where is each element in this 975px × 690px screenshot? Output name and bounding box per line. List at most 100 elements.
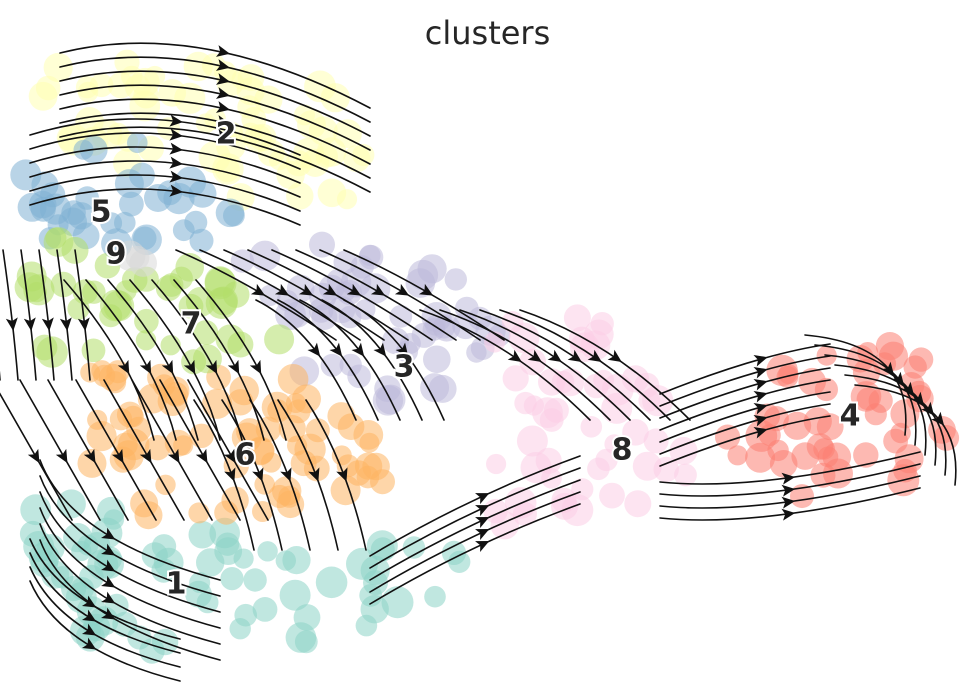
cluster-label-5: 5 xyxy=(91,195,112,230)
cluster-8-point xyxy=(519,348,547,376)
streamline-arrowhead xyxy=(83,448,96,464)
cluster-7-point xyxy=(264,324,295,355)
velocity-streamline xyxy=(59,112,371,179)
streamline-arrowhead xyxy=(81,609,97,622)
streamline-arrowhead xyxy=(215,73,230,85)
cluster-8-point xyxy=(590,312,614,336)
streamline-arrowhead xyxy=(77,317,90,331)
streamline-arrowhead xyxy=(0,317,1,331)
cluster-8-point xyxy=(516,425,548,457)
streamline-arrowhead xyxy=(781,508,796,521)
velocity-streamline xyxy=(129,279,221,441)
cluster-6-point xyxy=(221,486,249,514)
velocity-streamline xyxy=(299,299,401,421)
cluster-6-point xyxy=(359,432,380,453)
cluster-2-point xyxy=(133,82,159,109)
velocity-streamline xyxy=(255,299,357,421)
cluster-1-point xyxy=(220,567,244,591)
cluster-7-point xyxy=(81,338,106,363)
cluster-5-point xyxy=(189,228,214,253)
velocity-streamline xyxy=(271,249,433,341)
cluster-3-point xyxy=(347,364,371,389)
velocity-streamline xyxy=(0,392,73,521)
cluster-label-9: 9 xyxy=(106,237,127,272)
cluster-1-point xyxy=(233,548,254,569)
cluster-6-point xyxy=(86,421,117,452)
cluster-3-point xyxy=(428,374,457,403)
velocity-streamline xyxy=(305,399,367,551)
cluster-4-point xyxy=(853,442,879,468)
cluster-2-point xyxy=(216,69,244,97)
cluster-5-point xyxy=(144,184,172,212)
cluster-1-point xyxy=(285,622,317,653)
velocity-streamline xyxy=(369,479,581,581)
cluster-8-point xyxy=(563,304,591,332)
streamline-arrowhead xyxy=(394,283,410,296)
cluster-6-point xyxy=(254,474,275,495)
streamline-arrowhead xyxy=(169,184,183,197)
cluster-2-point xyxy=(333,119,362,148)
velocity-streamline xyxy=(459,309,631,421)
cluster-1-point xyxy=(196,548,225,577)
cluster-2-point xyxy=(158,79,187,107)
streamline-arrowhead xyxy=(169,114,183,127)
streamline-arrowhead xyxy=(101,559,116,572)
velocity-streamline xyxy=(295,249,457,341)
cluster-1-point xyxy=(355,614,378,637)
cluster-4-point xyxy=(875,332,905,361)
cluster-1-point xyxy=(252,597,278,622)
velocity-streamline xyxy=(107,279,199,441)
streamline-arrowhead xyxy=(329,342,343,357)
streamline-arrowhead xyxy=(101,575,116,588)
streamline-arrowhead xyxy=(274,283,290,296)
streamline-arrowhead xyxy=(753,402,768,415)
streamline-arrowhead xyxy=(931,411,945,426)
streamline-arrowhead xyxy=(215,59,230,71)
velocity-streamline xyxy=(221,399,283,551)
cluster-1-point xyxy=(315,566,348,599)
cluster-8-point xyxy=(595,448,618,472)
velocity-streamline xyxy=(29,118,301,156)
velocity-streamlines xyxy=(0,42,957,682)
streamline-arrowhead xyxy=(101,591,116,604)
velocity-streamline xyxy=(369,503,581,605)
cluster-3-point xyxy=(444,268,467,291)
velocity-streamline xyxy=(659,355,831,407)
velocity-streamline xyxy=(173,279,265,441)
cluster-2-point xyxy=(286,182,314,210)
streamline-arrowhead xyxy=(183,359,196,375)
cluster-8-point xyxy=(622,419,649,446)
cluster-4-point xyxy=(790,484,814,509)
velocity-streamline xyxy=(74,249,91,381)
cluster-1-point xyxy=(279,579,311,611)
cluster-7-point xyxy=(227,331,254,358)
velocity-streamline xyxy=(499,309,671,421)
cluster-5-point xyxy=(118,191,144,217)
velocity-streamline xyxy=(814,344,917,446)
streamline-arrowhead xyxy=(167,448,180,464)
streamline-arrowhead xyxy=(587,349,602,363)
velocity-streamline xyxy=(195,279,287,441)
streamline-arrowhead xyxy=(753,366,768,379)
cluster-5-point xyxy=(172,219,195,242)
velocity-streamline xyxy=(56,249,73,381)
velocity-streamline xyxy=(75,379,157,521)
cluster-7-point xyxy=(82,280,106,304)
streamline-arrowhead xyxy=(5,317,18,331)
streamline-arrowhead xyxy=(224,467,236,482)
streamline-arrowhead xyxy=(753,414,768,427)
streamline-arrowhead xyxy=(351,342,365,357)
cluster-label-7: 7 xyxy=(181,307,202,342)
velocity-streamline xyxy=(20,249,37,381)
velocity-streamline xyxy=(19,379,101,521)
streamline-arrowhead xyxy=(322,283,338,296)
streamline-arrowhead xyxy=(527,349,542,363)
velocity-streamline xyxy=(369,491,581,593)
cluster-2-point xyxy=(35,75,61,101)
velocity-streamline xyxy=(369,467,581,569)
cluster-4-point xyxy=(908,347,934,372)
streamline-arrowhead xyxy=(59,317,72,331)
velocity-streamline xyxy=(659,415,831,467)
streamline-arrowhead xyxy=(753,378,768,391)
streamline-arrowhead xyxy=(252,467,264,482)
